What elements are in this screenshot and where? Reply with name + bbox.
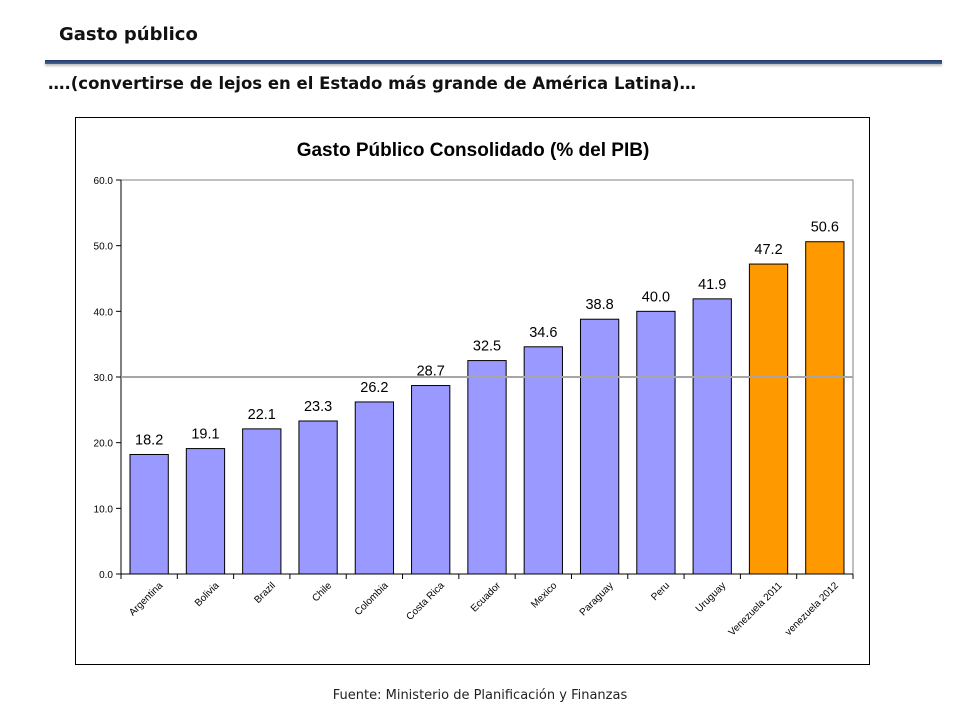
slide-subtitle: ….(convertirse de lejos en el Estado más… (48, 74, 697, 93)
data-label: 26.2 (360, 380, 388, 396)
y-tick-label: 60.0 (94, 176, 114, 187)
data-label: 28.7 (417, 364, 445, 380)
slide-title: Gasto público (59, 24, 198, 45)
x-tick-label: Mexico (529, 580, 559, 610)
x-tick-label: Brazil (252, 580, 277, 605)
bar-uruguay (692, 298, 732, 575)
chart-frame: Gasto Público Consolidado (% del PIB) 0.… (75, 117, 870, 665)
x-tick-label: Venezuela 2011 (727, 580, 785, 638)
x-tick-label: Ecuador (469, 580, 504, 615)
bar-colombia (354, 401, 395, 575)
data-label: 34.6 (529, 325, 557, 341)
data-label: 19.1 (191, 427, 219, 443)
x-tick-label: Costa Rica (404, 580, 447, 623)
bar-paraguay (579, 318, 620, 575)
x-tick-label: Uruguay (694, 580, 729, 615)
x-tick-label: Bolivia (193, 580, 222, 609)
x-tick-label: Peru (649, 580, 672, 603)
y-tick-label: 10.0 (94, 504, 114, 515)
bar-costa-rica (411, 385, 451, 575)
bar-venezuela-2011 (748, 263, 789, 575)
y-tick-label: 20.0 (94, 439, 114, 450)
data-label: 40.0 (642, 289, 670, 305)
chart-title: Gasto Público Consolidado (% del PIB) (297, 140, 650, 161)
bar-peru (636, 310, 676, 575)
data-label: 41.9 (698, 277, 726, 293)
y-tick-label: 30.0 (94, 373, 114, 384)
y-tick-label: 50.0 (94, 242, 114, 253)
data-label: 47.2 (754, 242, 782, 258)
x-tick-label: Argentina (127, 580, 165, 618)
data-label: 22.1 (248, 407, 276, 423)
bar-ecuador (467, 360, 507, 575)
data-label: 50.6 (811, 220, 839, 236)
y-tick-label: 40.0 (94, 307, 114, 318)
x-tick-label: Colombia (353, 580, 391, 618)
bar-venezuela-2012 (805, 241, 845, 575)
x-tick-label: Chile (310, 580, 334, 604)
bar-bolivia (185, 448, 226, 575)
bar-brazil (242, 428, 282, 575)
bar-argentina (129, 453, 169, 575)
x-tick-label: Paraguay (578, 580, 616, 618)
source-note: Fuente: Ministerio de Planificación y Fi… (332, 688, 628, 703)
data-label: 38.8 (585, 297, 613, 313)
x-tick-label: venezuela 2012 (783, 580, 841, 638)
bar-mexico (523, 346, 563, 575)
bar-chart: Gasto Público Consolidado (% del PIB) 0.… (94, 140, 854, 638)
title-divider (45, 60, 942, 64)
data-label: 18.2 (135, 432, 163, 448)
data-label: 23.3 (304, 399, 332, 415)
data-label: 32.5 (473, 339, 501, 355)
bar-chile (298, 420, 338, 575)
y-tick-label: 0.0 (99, 570, 113, 581)
